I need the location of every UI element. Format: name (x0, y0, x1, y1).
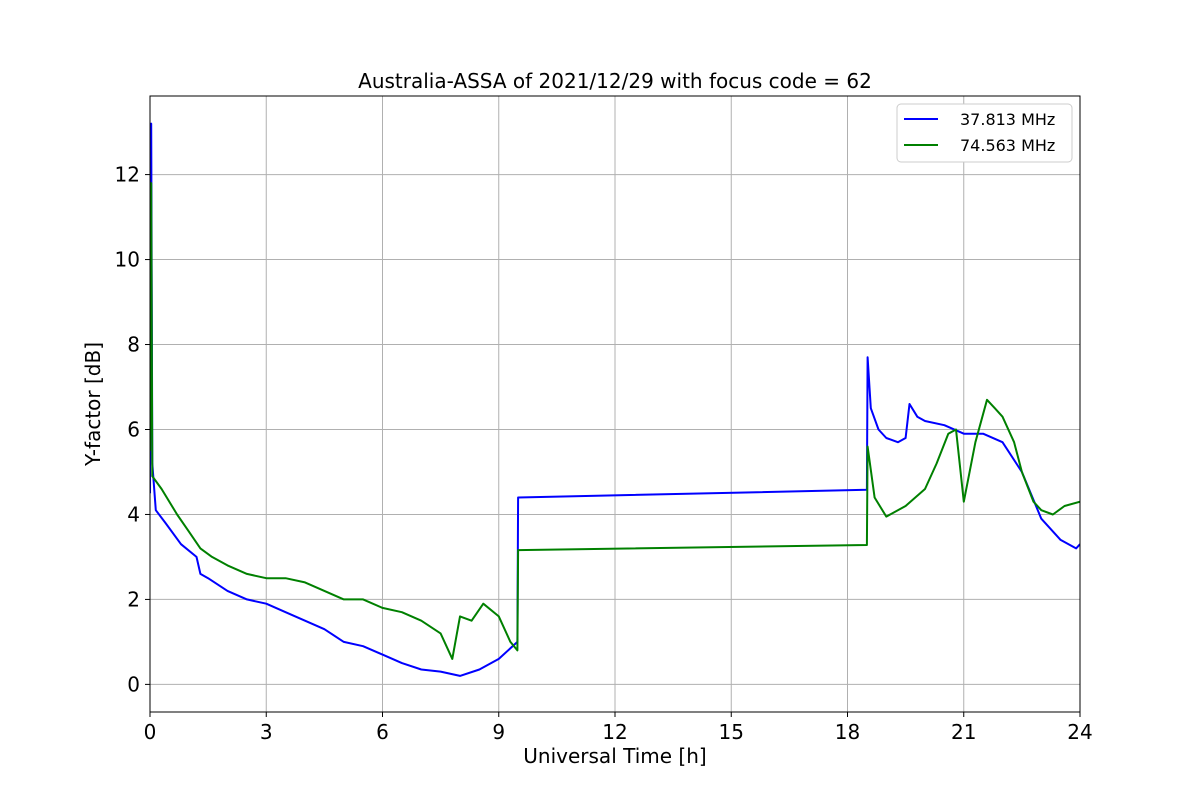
y-tick-label: 12 (115, 163, 140, 187)
x-tick-label: 18 (835, 720, 860, 744)
grid (149, 96, 1081, 712)
x-tick-label: 0 (144, 720, 157, 744)
series-layer (150, 122, 1080, 677)
legend: 37.813 MHz 74.563 MHz (896, 103, 1073, 163)
legend-label-1: 37.813 MHz (960, 110, 1055, 129)
x-tick-label: 9 (492, 720, 505, 744)
x-axis-label: Universal Time [h] (523, 744, 706, 768)
y-tick-label: 8 (127, 333, 140, 357)
y-tick-label: 4 (127, 502, 140, 526)
x-tick-label: 12 (602, 720, 627, 744)
y-tick-label: 0 (127, 672, 140, 696)
legend-box (896, 103, 1073, 163)
chart-title: Australia-ASSA of 2021/12/29 with focus … (358, 69, 872, 93)
legend-label-2: 74.563 MHz (960, 136, 1055, 155)
x-tick-label: 6 (376, 720, 389, 744)
x-tick-label: 15 (719, 720, 744, 744)
x-tick-label: 21 (951, 720, 976, 744)
y-axis-label: Y-factor [dB] (81, 342, 105, 467)
y-tick-label: 6 (127, 417, 140, 441)
y-tick-label: 2 (127, 587, 140, 611)
series-line-2 (150, 182, 1080, 660)
y-tick-label: 10 (115, 248, 140, 272)
x-tick-label: 24 (1067, 720, 1092, 744)
x-tick-label: 3 (260, 720, 273, 744)
